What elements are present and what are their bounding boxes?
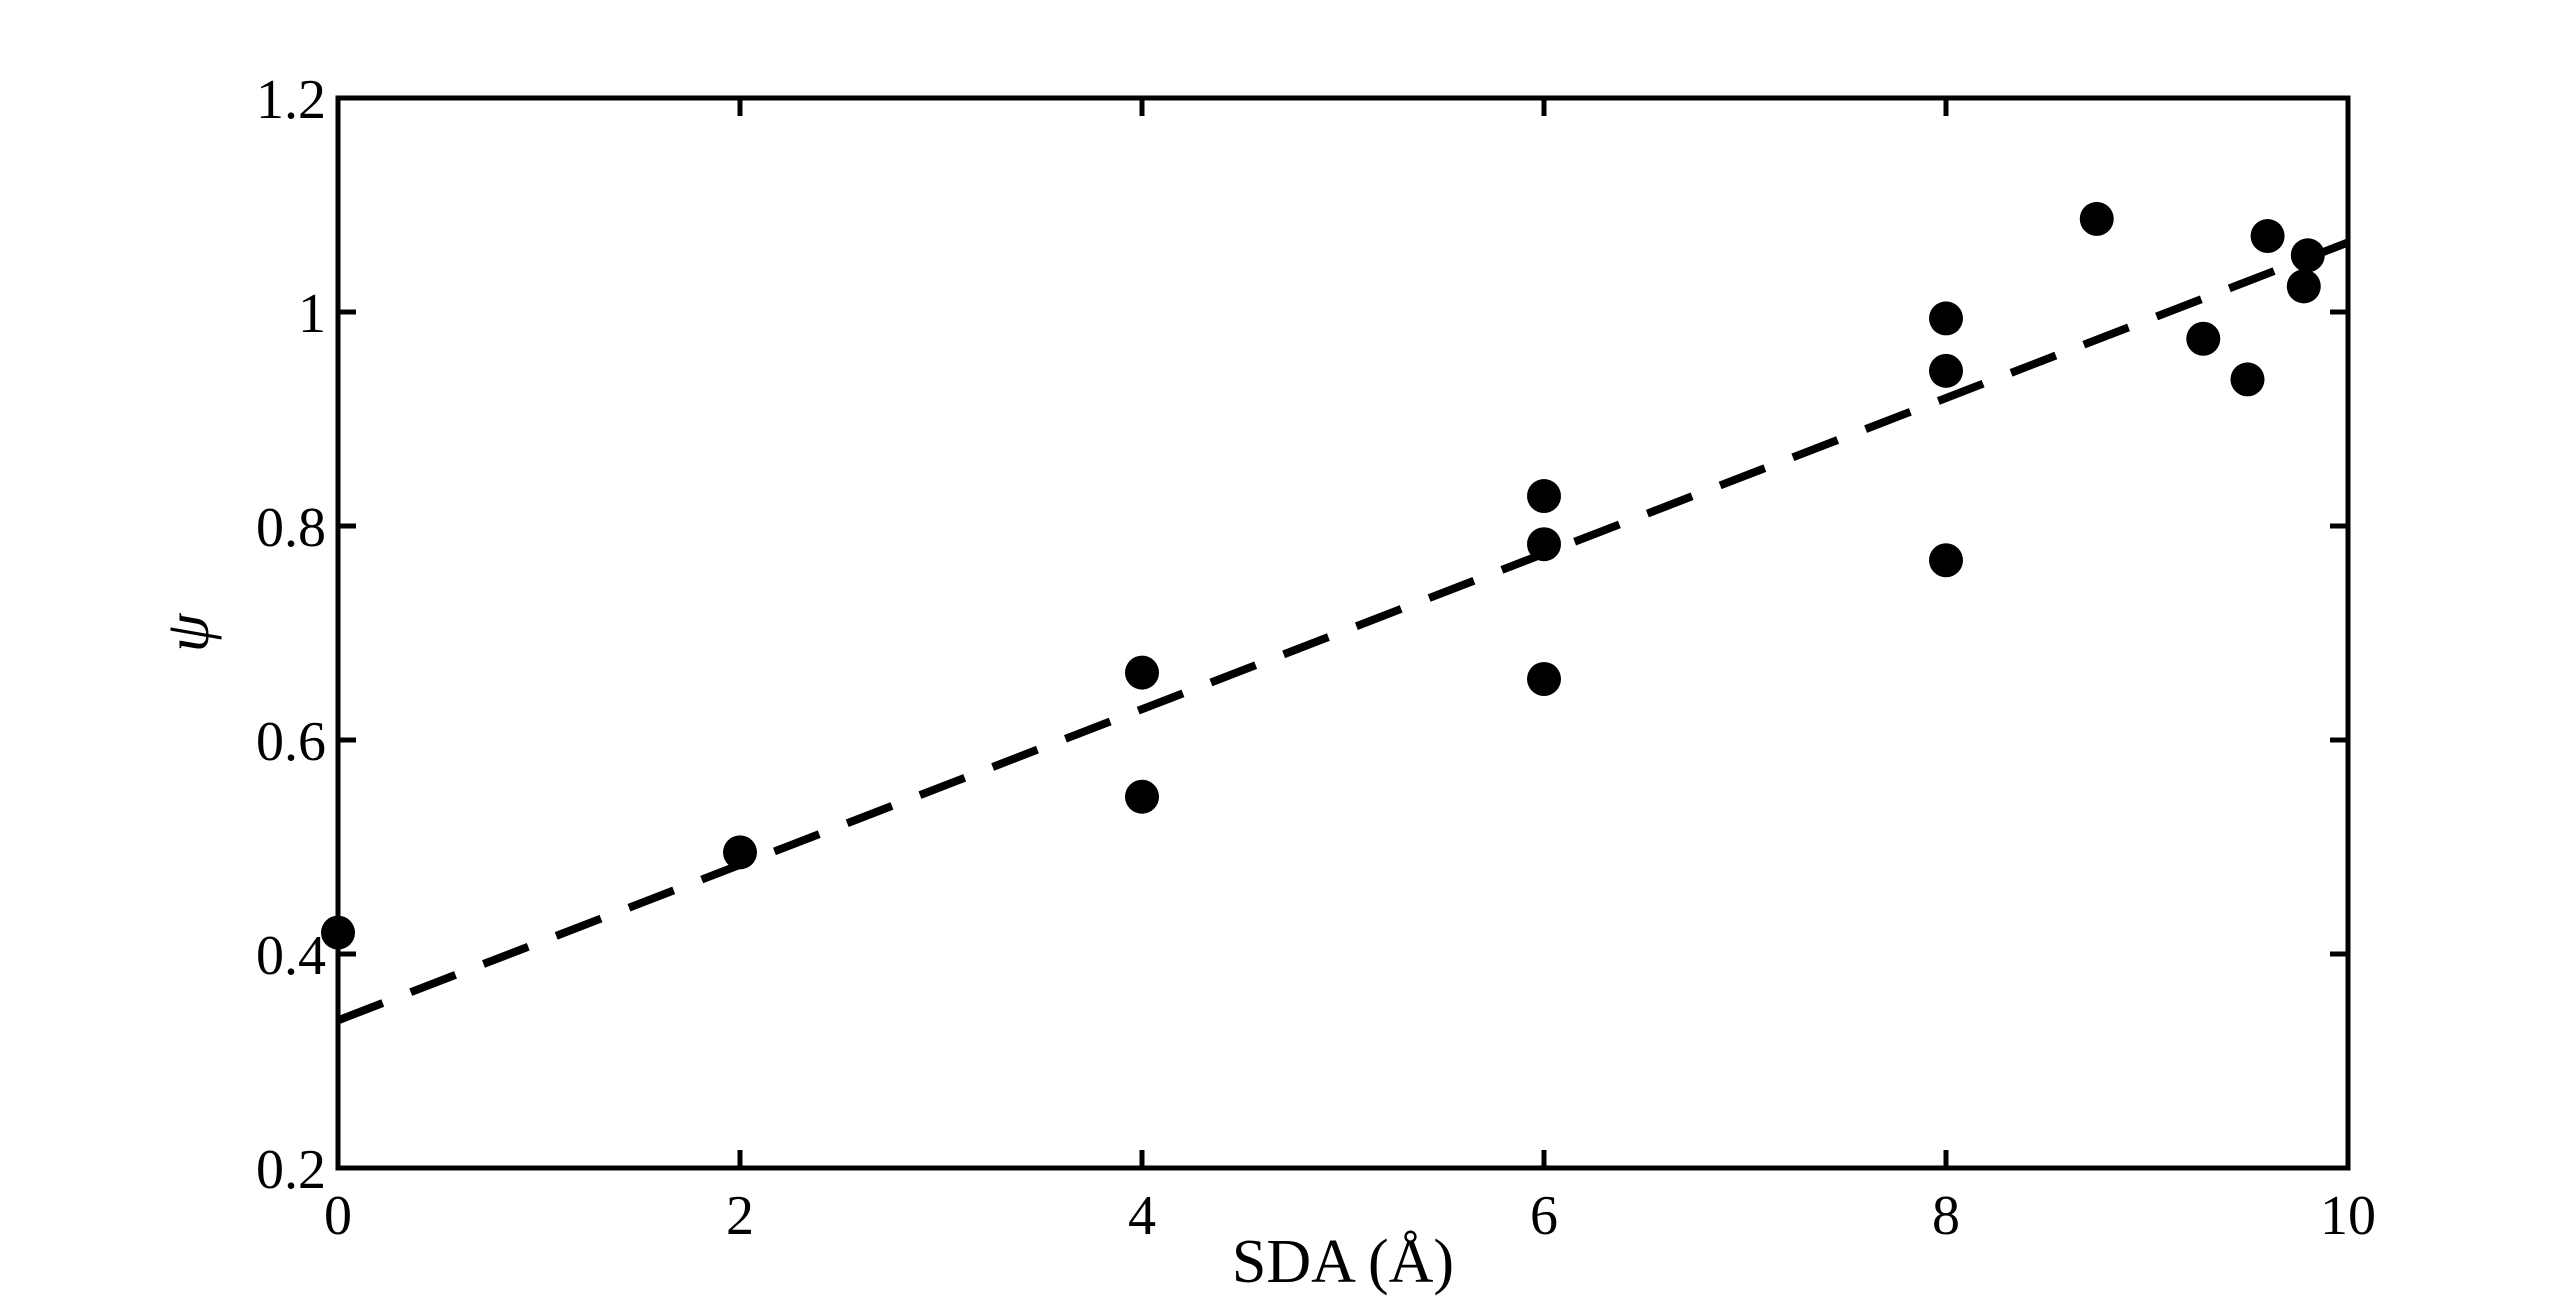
y-tick-label: 0.6 bbox=[256, 711, 326, 773]
data-point bbox=[2079, 201, 2114, 236]
data-point bbox=[1527, 479, 1561, 514]
y-tick-label: 0.8 bbox=[256, 497, 326, 559]
data-points-layer bbox=[321, 201, 2325, 950]
data-point bbox=[2286, 269, 2321, 304]
data-point bbox=[2290, 238, 2325, 273]
x-tick-label: 2 bbox=[726, 1185, 754, 1247]
y-tick-labels: 0.2 0.4 0.6 0.8 1 1.2 bbox=[256, 69, 326, 1201]
data-point bbox=[1125, 779, 1159, 814]
data-point bbox=[2230, 362, 2265, 397]
x-tick-labels: 0 2 4 6 8 10 bbox=[324, 1185, 2376, 1247]
x-tick-label: 6 bbox=[1530, 1185, 1558, 1247]
x-tick-label: 8 bbox=[1932, 1185, 1960, 1247]
fit-line-layer bbox=[336, 238, 2350, 1025]
x-tick-label: 4 bbox=[1128, 1185, 1156, 1247]
plot-frame bbox=[335, 95, 2351, 1171]
data-point bbox=[2186, 321, 2221, 356]
data-point bbox=[1125, 655, 1159, 690]
data-point bbox=[2250, 219, 2285, 254]
x-tick-label: 0 bbox=[324, 1185, 352, 1247]
ticks-layer bbox=[335, 95, 2351, 1171]
data-point bbox=[1929, 301, 1963, 336]
y-tick-label: 0.4 bbox=[256, 925, 326, 987]
x-tick-label: 10 bbox=[2320, 1185, 2376, 1247]
y-tick-label: 1.2 bbox=[256, 69, 326, 131]
data-point bbox=[1929, 353, 1963, 388]
y-tick-label: 0.2 bbox=[256, 1139, 326, 1201]
data-point bbox=[1527, 527, 1561, 562]
y-axis-label: ψ bbox=[154, 612, 222, 652]
fit-line bbox=[336, 238, 2350, 1025]
data-point bbox=[723, 835, 757, 870]
x-axis-label: SDA (Å) bbox=[1232, 1228, 1454, 1296]
data-point bbox=[1929, 543, 1963, 578]
data-point bbox=[1527, 662, 1561, 697]
y-tick-label: 1 bbox=[298, 283, 326, 345]
